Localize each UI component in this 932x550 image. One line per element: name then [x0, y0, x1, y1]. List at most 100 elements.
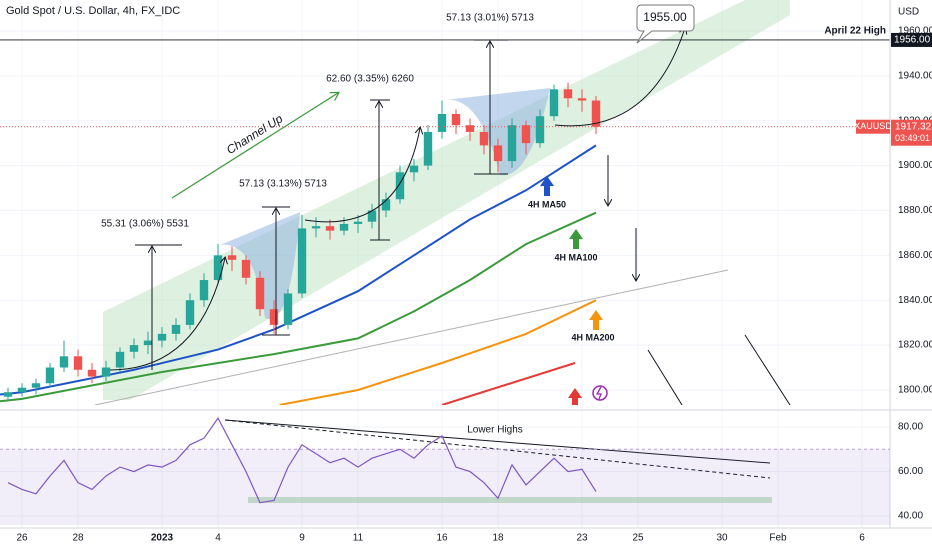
candle-body [199, 280, 209, 301]
measure-label: 57.13 (3.01%) 5713 [446, 13, 534, 24]
x-tick-label: 16 [436, 533, 448, 544]
candle-body [507, 125, 517, 162]
candle-body [549, 89, 559, 117]
x-tick-label: 30 [716, 533, 728, 544]
reference-name: April 22 High [824, 26, 886, 37]
candle-body [185, 300, 195, 325]
candle-body [73, 356, 83, 370]
price-drawings [94, 0, 790, 405]
y-tick-label: 1860.00 [898, 250, 932, 261]
candle-body [339, 223, 349, 231]
reference-label: 1956.00 [894, 35, 931, 46]
candle-body [521, 125, 531, 144]
candle-body [255, 277, 265, 310]
candle-body [31, 383, 41, 388]
reference-tag [891, 32, 932, 47]
candle-body [423, 131, 433, 166]
ma-label: 4H MA50 [528, 199, 566, 209]
y-tick-label: 1800.00 [898, 385, 932, 396]
ma-arrow [568, 388, 582, 405]
candle-body [213, 255, 223, 281]
countdown-label: 03:49:01 [895, 133, 930, 143]
symbol-tag [856, 119, 890, 134]
candle-body [563, 89, 573, 99]
candle-body [367, 210, 377, 222]
candle-body [115, 351, 125, 368]
y-tick-label: 1840.00 [898, 295, 932, 306]
candle-body [59, 356, 69, 368]
price-marks [0, 39, 890, 405]
alert-icon[interactable] [592, 385, 608, 401]
last-price-label: 1917.32 [895, 121, 932, 132]
measure [135, 39, 791, 405]
x-tick-label: 26 [16, 533, 28, 544]
candle-body [227, 255, 237, 260]
x-tick-label: 18 [492, 533, 504, 544]
candle-body [325, 226, 335, 231]
x-tick-label: 9 [299, 533, 305, 544]
candle-body [283, 293, 293, 325]
support-zone [248, 497, 772, 503]
candle-body [101, 367, 111, 377]
measure-label: 62.60 (3.35%) 6260 [326, 74, 414, 85]
rsi-line [7, 416, 597, 504]
candle-body [465, 125, 475, 132]
lower-highs-line [224, 419, 771, 464]
measure-label: 55.31 (3.06%) 5531 [101, 219, 189, 230]
candle-body [143, 340, 153, 346]
x-tick-label: 4 [215, 533, 221, 544]
ma-arrow [569, 229, 583, 249]
ma-label: 4H MA100 [554, 252, 597, 262]
channel [103, 0, 790, 400]
y-tick-label: 1880.00 [898, 205, 932, 216]
y-tick-label: 1900.00 [898, 160, 932, 171]
x-tick-label: 2023 [151, 533, 174, 544]
candle-body [17, 387, 27, 393]
trend-line [94, 269, 729, 405]
y-tick-label: 80.00 [898, 422, 923, 433]
y-tick-label: 60.00 [898, 466, 923, 477]
x-tick-label: 23 [576, 533, 588, 544]
candle-body [3, 392, 13, 397]
candle-body [171, 324, 181, 334]
candle-body [45, 367, 55, 384]
candle-body [577, 98, 587, 101]
chart-title: Gold Spot / U.S. Dollar, 4h, FX_IDC [6, 5, 180, 17]
ma-arrow [540, 176, 554, 196]
x-tick-label: 25 [632, 533, 644, 544]
ma-arrow [589, 310, 603, 330]
target-label: 1955.00 [643, 10, 687, 24]
y-tick-label: 1940.00 [898, 70, 932, 81]
rsi-pane [0, 416, 890, 525]
ma-label: 4H MA200 [571, 332, 614, 342]
y-tick-label: 1960.00 [898, 26, 932, 37]
y-tick-label: 1820.00 [898, 340, 932, 351]
curve-arrow [304, 128, 420, 223]
alert-icon-bolt [595, 386, 602, 400]
target-callout [636, 4, 695, 44]
channel-label: Channel Up [224, 111, 285, 157]
x-tick-label: 6 [859, 533, 865, 544]
candle-body [479, 131, 489, 146]
candle-body [451, 113, 461, 126]
candle-body [87, 369, 97, 377]
price-tag [891, 119, 932, 146]
candle-body [297, 228, 307, 294]
candle-body [409, 165, 419, 173]
y-axis-label: USD [898, 7, 919, 18]
candle-body [353, 221, 363, 224]
candle-body [591, 100, 601, 127]
curve-arrow [109, 258, 225, 371]
lower-highs-line [224, 419, 771, 479]
candle-body [493, 145, 503, 162]
cup-pattern [220, 212, 300, 320]
candle-body [395, 172, 405, 200]
candle-body [381, 199, 391, 211]
candle-body [157, 333, 167, 341]
ma-line [0, 211, 597, 403]
rsi-band [0, 449, 890, 525]
ma-line [441, 362, 576, 405]
measure-label: 57.13 (3.13%) 5713 [239, 179, 327, 190]
x-tick-label: Feb [769, 533, 787, 544]
